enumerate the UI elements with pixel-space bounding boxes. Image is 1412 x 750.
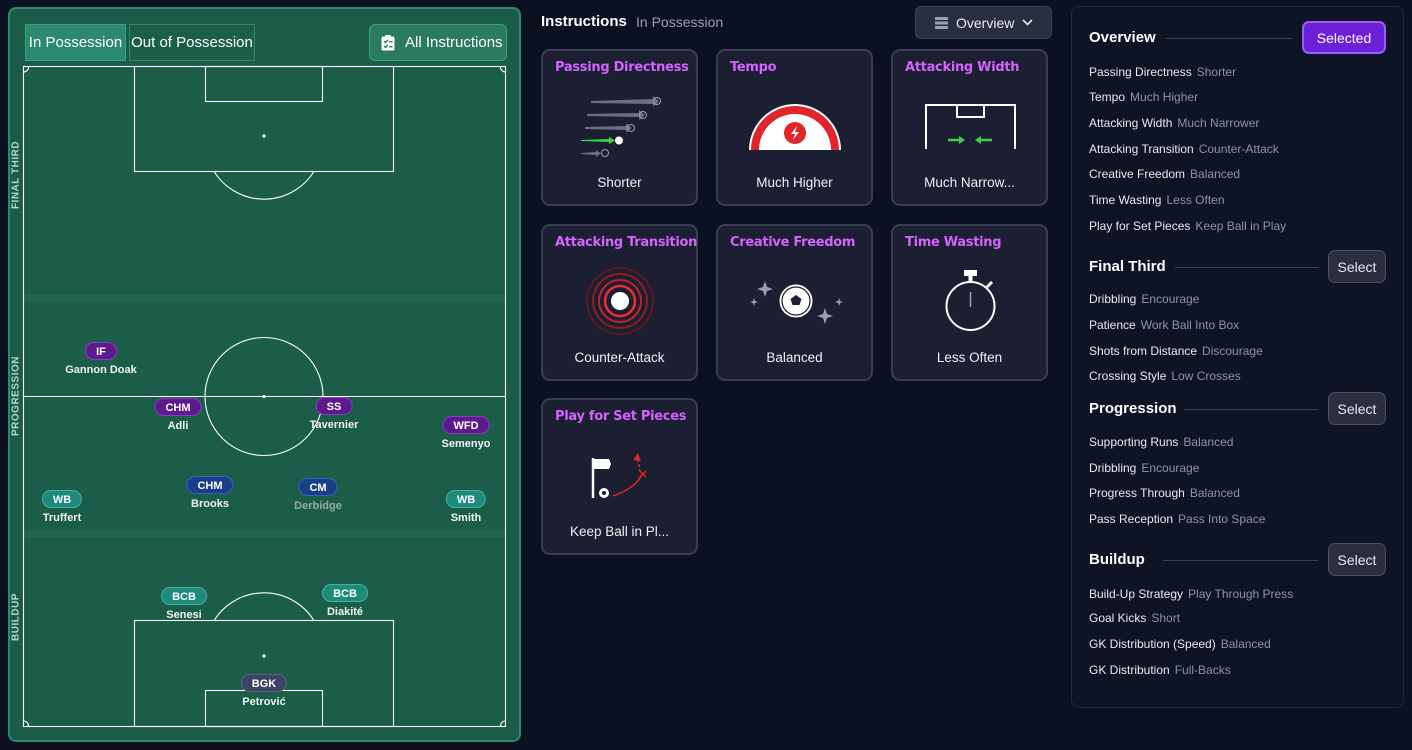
section-title-buildup: Buildup <box>1089 551 1145 568</box>
section-title-progression: Progression <box>1089 400 1177 417</box>
pitch-field <box>22 65 507 728</box>
section-title-overview: Overview <box>1089 29 1156 46</box>
all-instructions-button[interactable]: All Instructions <box>369 24 507 61</box>
all-instructions-label: All Instructions <box>405 34 503 51</box>
progression-row-supporting-runs[interactable]: Supporting Runs Balanced <box>1089 435 1234 449</box>
final-third-row-patience[interactable]: Patience Work Ball Into Box <box>1089 318 1240 332</box>
instructions-title: Instructions <box>541 13 627 30</box>
card-tempo[interactable]: Tempo Much Higher <box>716 49 873 206</box>
role-badge[interactable]: CM <box>298 478 338 496</box>
buildup-row-gk-distribution[interactable]: GK Distribution Full-Backs <box>1089 663 1231 677</box>
card-title: Attacking Transition <box>555 235 698 250</box>
player-name: Senesi <box>166 609 202 621</box>
player-name: Petrović <box>242 696 286 708</box>
overview-row-attacking-width[interactable]: Attacking Width Much Narrower <box>1089 116 1260 130</box>
card-value: Much Higher <box>756 175 833 190</box>
card-value: Counter-Attack <box>574 350 665 365</box>
role-badge[interactable]: CHM <box>186 476 234 494</box>
overview-row-passing-directness[interactable]: Passing Directness Shorter <box>1089 65 1237 79</box>
card-title: Attacking Width <box>905 60 1020 75</box>
stopwatch-icon <box>945 270 996 331</box>
buildup-select-button[interactable]: Select <box>1328 543 1386 576</box>
card-value: Balanced <box>766 350 823 365</box>
section-divider <box>1163 560 1318 561</box>
card-value: Less Often <box>936 350 1003 365</box>
player-name: Tavernier <box>309 419 359 431</box>
card-title: Play for Set Pieces <box>555 409 687 424</box>
player-name: Smith <box>450 512 482 524</box>
transition-rings-icon <box>586 267 654 335</box>
progression-select-button[interactable]: Select <box>1328 392 1386 425</box>
card-title: Tempo <box>730 60 777 75</box>
buildup-row-build-up-strategy[interactable]: Build-Up Strategy Play Through Press <box>1089 587 1294 601</box>
overview-row-creative-freedom[interactable]: Creative Freedom Balanced <box>1089 167 1241 181</box>
passing-arrows-icon <box>581 96 661 157</box>
corner-flag-icon <box>591 453 647 498</box>
card-creative-freedom[interactable]: Creative Freedom Balanced <box>716 224 873 381</box>
tempo-gauge-icon <box>749 104 841 150</box>
overview-row-tempo[interactable]: Tempo Much Higher <box>1089 90 1199 104</box>
role-badge[interactable]: BCB <box>161 587 207 605</box>
role-badge[interactable]: SS <box>315 397 353 415</box>
chevron-down-icon <box>1022 19 1033 26</box>
role-badge[interactable]: BGK <box>240 674 288 692</box>
overview-dropdown-label: Overview <box>956 14 1015 31</box>
tab-out-of-possession[interactable]: Out of Possession <box>129 24 255 61</box>
progression-row-dribbling[interactable]: Dribbling Encourage <box>1089 461 1200 475</box>
role-badge[interactable]: IF <box>85 342 117 360</box>
player-name: Gannon Doak <box>65 364 137 376</box>
card-time-wasting[interactable]: Time Wasting Less Often <box>891 224 1048 381</box>
role-badge[interactable]: WB <box>41 490 83 508</box>
player-name: Truffert <box>42 512 82 524</box>
section-divider <box>1175 267 1318 268</box>
overview-row-play-for-set-pieces[interactable]: Play for Set Pieces Keep Ball in Play <box>1089 219 1287 233</box>
final-third-row-dribbling[interactable]: Dribbling Encourage <box>1089 292 1200 306</box>
player-name: Derbidge <box>294 500 342 512</box>
role-badge[interactable]: BCB <box>322 584 368 602</box>
section-title-final-third: Final Third <box>1089 258 1166 275</box>
tab-in-possession[interactable]: In Possession <box>25 24 126 61</box>
card-value: Keep Ball in Pl... <box>569 524 670 539</box>
card-title: Creative Freedom <box>730 235 856 250</box>
card-value: Shorter <box>597 175 642 190</box>
checklist-icon <box>381 34 395 50</box>
card-attacking-transition[interactable]: Attacking Transition Counter-Attack <box>541 224 698 381</box>
overview-panel: Overview Selected Passing Directness Shor… <box>1071 6 1404 708</box>
role-badge[interactable]: WB <box>445 490 487 508</box>
overview-row-attacking-transition[interactable]: Attacking Transition Counter-Attack <box>1089 142 1279 156</box>
instructions-subtitle: In Possession <box>636 14 724 30</box>
final-third-row-crossing-style[interactable]: Crossing Style Low Crosses <box>1089 369 1241 383</box>
section-divider <box>1184 409 1318 410</box>
role-badge[interactable]: WFD <box>442 416 490 434</box>
card-attacking-width[interactable]: Attacking Width Much Narrow... <box>891 49 1048 206</box>
role-badge[interactable]: CHM <box>154 398 202 416</box>
player-name: Diakité <box>326 606 364 618</box>
overview-row-time-wasting[interactable]: Time Wasting Less Often <box>1089 193 1225 207</box>
card-title: Passing Directness <box>555 60 689 75</box>
width-goal-icon <box>925 104 1016 149</box>
progression-row-progress-through[interactable]: Progress Through Balanced <box>1089 486 1240 500</box>
section-divider <box>1166 38 1292 39</box>
buildup-row-goal-kicks[interactable]: Goal Kicks Short <box>1089 611 1181 625</box>
card-value: Much Narrow... <box>924 175 1015 190</box>
player-name: Semenyo <box>441 438 491 450</box>
overview-selected-button[interactable]: Selected <box>1302 21 1386 54</box>
final-third-row-shots-from-distance[interactable]: Shots from Distance Discourage <box>1089 344 1263 358</box>
player-name: Adli <box>167 420 189 432</box>
final-third-select-button[interactable]: Select <box>1328 250 1386 283</box>
sparkle-ball-icon <box>750 281 843 324</box>
card-play-for-set-pieces[interactable]: Play for Set Pieces Keep Ball in Pl... <box>541 398 698 555</box>
progression-row-pass-reception[interactable]: Pass Reception Pass Into Space <box>1089 512 1266 526</box>
overview-dropdown[interactable]: Overview <box>915 6 1052 39</box>
buildup-row-gk-distribution-speed[interactable]: GK Distribution (Speed) Balanced <box>1089 637 1271 651</box>
card-passing-directness[interactable]: Passing Directness Shorter <box>541 49 698 206</box>
player-name: Brooks <box>191 498 229 510</box>
list-icon <box>935 16 948 29</box>
card-title: Time Wasting <box>905 235 1002 250</box>
